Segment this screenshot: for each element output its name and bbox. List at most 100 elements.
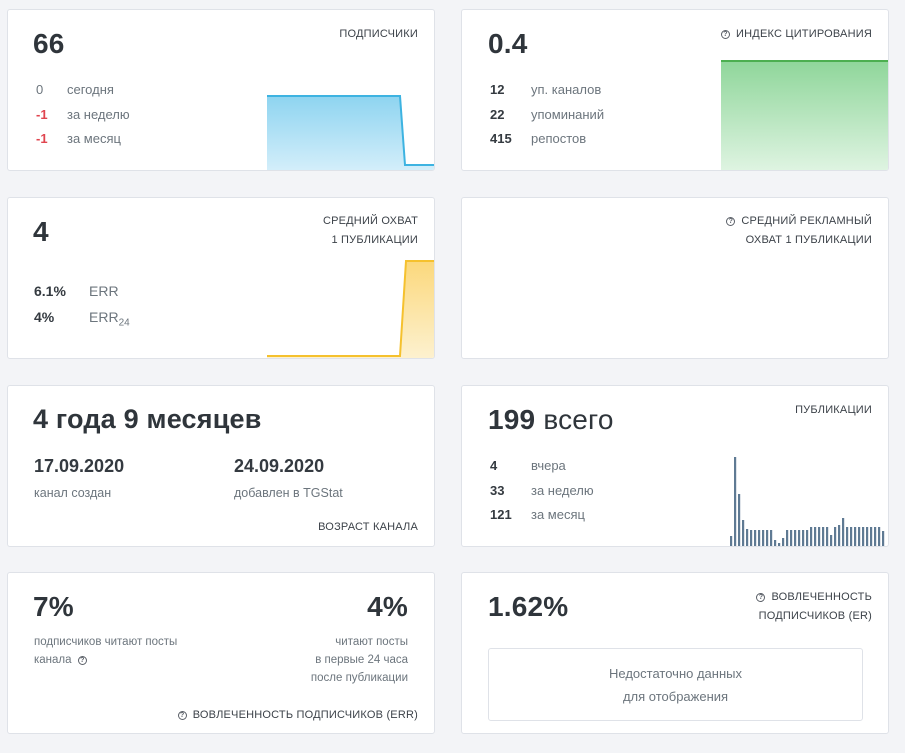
reach-title-line2: 1 ПУБЛИКАЦИИ bbox=[331, 234, 418, 246]
publications-bar bbox=[858, 527, 861, 546]
citation-mentions-value: 22 bbox=[490, 107, 505, 122]
publications-bar bbox=[878, 527, 881, 546]
publications-bar bbox=[846, 527, 849, 546]
subscribers-today-value: 0 bbox=[36, 82, 44, 97]
err-left-value: 7% bbox=[33, 591, 74, 622]
publications-bar bbox=[814, 527, 817, 546]
publications-bar bbox=[750, 530, 753, 546]
publications-bar bbox=[790, 530, 793, 546]
subscribers-count: 66 bbox=[33, 28, 65, 59]
publications-bar bbox=[758, 530, 761, 546]
publications-bar bbox=[794, 530, 797, 546]
publications-card[interactable]: 199 всего ПУБЛИКАЦИИ 4 вчера 33 за неделю … bbox=[461, 385, 889, 547]
no-data-line2: для отображения bbox=[622, 689, 729, 704]
question-circle-icon[interactable]: ? bbox=[77, 656, 87, 665]
publications-bar bbox=[734, 457, 737, 546]
err-left-line2: канала ? bbox=[34, 651, 177, 669]
citation-reposts-value: 415 bbox=[490, 131, 512, 146]
publications-bar bbox=[746, 529, 749, 546]
citation-title-text: ИНДЕКС ЦИТИРОВАНИЯ bbox=[736, 28, 872, 40]
subscribers-month-row: -1 за месяц bbox=[36, 131, 121, 147]
citation-card[interactable]: 0.4 ? ИНДЕКС ЦИТИРОВАНИЯ 12 уп. каналов 22… bbox=[461, 9, 889, 171]
citation-channels-row: 12 уп. каналов bbox=[490, 82, 601, 98]
publications-bar bbox=[782, 538, 785, 546]
publications-bar bbox=[862, 527, 865, 546]
reach-sparkline[interactable] bbox=[267, 258, 435, 358]
reach-err24-label: ERR bbox=[89, 309, 119, 325]
age-card[interactable]: 4 года 9 месяцев 17.09.2020 канал создан… bbox=[7, 385, 435, 547]
publications-total-word: всего bbox=[543, 404, 614, 435]
citation-area bbox=[721, 61, 888, 170]
ad-reach-title-line1: ? СРЕДНИЙ РЕКЛАМНЫЙ bbox=[726, 212, 872, 231]
publications-bar bbox=[830, 535, 833, 546]
question-circle-icon[interactable]: ? bbox=[726, 217, 736, 226]
subscribers-week-value: -1 bbox=[36, 107, 48, 122]
publications-bar bbox=[826, 527, 829, 546]
err-title: ? ВОВЛЕЧЕННОСТЬ ПОДПИСЧИКОВ (ERR) bbox=[177, 706, 418, 725]
publications-bar bbox=[754, 530, 757, 546]
publications-bar bbox=[842, 518, 845, 546]
publications-barchart[interactable] bbox=[728, 450, 888, 546]
publications-bar bbox=[738, 494, 741, 546]
reach-err-row: 6.1% ERR bbox=[34, 283, 119, 300]
question-circle-icon[interactable]: ? bbox=[721, 30, 731, 39]
publications-month-row: 121 за месяц bbox=[490, 507, 585, 523]
no-data-box: Недостаточно данных для отображения bbox=[488, 648, 863, 721]
reach-card[interactable]: 4 СРЕДНИЙ ОХВАТ 1 ПУБЛИКАЦИИ 6.1% ERR 4% E… bbox=[7, 197, 435, 359]
reach-title: СРЕДНИЙ ОХВАТ 1 ПУБЛИКАЦИИ bbox=[323, 212, 418, 250]
subscribers-sparkline[interactable] bbox=[267, 90, 435, 170]
citation-title: ? ИНДЕКС ЦИТИРОВАНИЯ bbox=[721, 25, 872, 44]
age-value: 4 года 9 месяцев bbox=[33, 404, 262, 434]
question-circle-icon[interactable]: ? bbox=[177, 711, 187, 720]
ad-reach-title-line2: ОХВАТ 1 ПУБЛИКАЦИИ bbox=[745, 234, 872, 246]
er-title: ? ВОВЛЕЧЕННОСТЬ ПОДПИСЧИКОВ (ER) bbox=[756, 588, 872, 626]
publications-yesterday-row: 4 вчера bbox=[490, 458, 566, 474]
er-title-line1: ? ВОВЛЕЧЕННОСТЬ bbox=[756, 588, 872, 607]
subscribers-month-value: -1 bbox=[36, 131, 48, 146]
engagement-err-card[interactable]: 7% подписчиков читают посты канала ? 4% … bbox=[7, 572, 435, 734]
ad-reach-title: ? СРЕДНИЙ РЕКЛАМНЫЙ ОХВАТ 1 ПУБЛИКАЦИИ bbox=[726, 212, 872, 250]
engagement-er-card[interactable]: 1.62% ? ВОВЛЕЧЕННОСТЬ ПОДПИСЧИКОВ (ER) Не… bbox=[461, 572, 889, 734]
no-data-line1: Недостаточно данных bbox=[609, 666, 742, 681]
er-title-line2: ПОДПИСЧИКОВ (ER) bbox=[758, 610, 872, 622]
publications-week-value: 33 bbox=[490, 483, 505, 498]
er-title-line1-text: ВОВЛЕЧЕННОСТЬ bbox=[771, 591, 872, 603]
reach-value: 4 bbox=[33, 216, 49, 247]
reach-line bbox=[267, 260, 434, 357]
err-right-value: 4% bbox=[367, 591, 408, 622]
publications-yesterday-label: вчера bbox=[531, 458, 566, 473]
publications-bar bbox=[730, 536, 733, 546]
citation-index-value: 0.4 bbox=[488, 28, 528, 59]
question-circle-icon[interactable]: ? bbox=[756, 593, 766, 602]
publications-bar bbox=[802, 530, 805, 546]
err-right-line2: в первые 24 часа bbox=[315, 654, 408, 666]
citation-sparkline[interactable] bbox=[721, 59, 889, 171]
reach-err-value: 6.1% bbox=[34, 283, 66, 299]
citation-mentions-label: упоминаний bbox=[531, 107, 605, 122]
publications-bar bbox=[770, 530, 773, 546]
publications-bar bbox=[818, 527, 821, 546]
publications-bar bbox=[874, 527, 877, 546]
ad-reach-card[interactable]: ? СРЕДНИЙ РЕКЛАМНЫЙ ОХВАТ 1 ПУБЛИКАЦИИ bbox=[461, 197, 889, 359]
reach-title-line1: СРЕДНИЙ ОХВАТ bbox=[322, 215, 418, 227]
publications-week-row: 33 за неделю bbox=[490, 483, 594, 499]
citation-reposts-row: 415 репостов bbox=[490, 131, 586, 147]
citation-channels-value: 12 bbox=[490, 82, 505, 97]
reach-err24-sub: 24 bbox=[118, 317, 130, 329]
reach-err-label: ERR bbox=[89, 283, 119, 299]
publications-bar bbox=[822, 527, 825, 546]
publications-total-number: 199 bbox=[488, 404, 536, 435]
publications-bar bbox=[778, 543, 781, 546]
ad-reach-title-line1-text: СРЕДНИЙ РЕКЛАМНЫЙ bbox=[741, 215, 872, 227]
subscribers-card[interactable]: 66 ПОДПИСЧИКИ 0 сегодня -1 за неделю -1 за … bbox=[7, 9, 435, 171]
age-title: ВОЗРАСТ КАНАЛА bbox=[318, 521, 418, 533]
publications-title: ПУБЛИКАЦИИ bbox=[795, 404, 872, 416]
publications-week-label: за неделю bbox=[531, 483, 594, 498]
subscribers-title: ПОДПИСЧИКИ bbox=[339, 28, 418, 40]
publications-bar bbox=[774, 540, 777, 546]
subscribers-line bbox=[267, 95, 434, 166]
publications-bar bbox=[850, 527, 853, 546]
subscribers-today-label: сегодня bbox=[67, 82, 114, 97]
subscribers-week-row: -1 за неделю bbox=[36, 107, 130, 123]
publications-month-label: за месяц bbox=[531, 507, 585, 522]
